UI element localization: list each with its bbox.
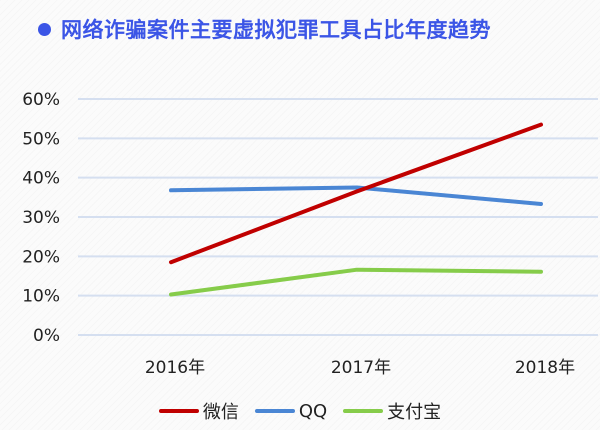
legend-label: 支付宝 xyxy=(387,402,442,423)
legend-item-alipay: 支付宝 xyxy=(343,398,441,424)
x-tick-label: 2018年 xyxy=(515,358,575,378)
series-lines xyxy=(169,122,543,297)
y-tick-label: 10% xyxy=(22,287,60,307)
gridlines xyxy=(78,98,598,336)
y-tick-label: 0% xyxy=(33,326,60,346)
y-tick-label: 20% xyxy=(22,247,60,267)
chart-title-row: 网络诈骗案件主要虚拟犯罪工具占比年度趋势 xyxy=(38,14,491,44)
legend-label: 微信 xyxy=(202,402,239,423)
y-tick-label: 50% xyxy=(22,129,60,149)
legend-swatch-icon xyxy=(254,409,295,413)
legend-swatch-icon xyxy=(158,409,199,413)
series-line-qq xyxy=(169,185,543,206)
legend-label: QQ xyxy=(298,400,328,422)
y-tick-label: 60% xyxy=(22,90,60,110)
legend-item-qq: QQ xyxy=(254,400,328,422)
series-line-wechat xyxy=(169,122,543,265)
y-tick-label: 30% xyxy=(22,208,60,228)
y-tick-label: 40% xyxy=(22,169,60,189)
x-tick-label: 2016年 xyxy=(145,358,205,378)
x-tick-label: 2017年 xyxy=(331,358,391,378)
chart-title: 网络诈骗案件主要虚拟犯罪工具占比年度趋势 xyxy=(61,18,491,42)
legend-swatch-icon xyxy=(343,409,384,413)
x-axis-ticks: 2016年 2017年 2018年 xyxy=(145,358,575,378)
bullet-dot-icon xyxy=(38,22,51,36)
series-line-alipay xyxy=(169,267,543,297)
legend-item-wechat: 微信 xyxy=(158,398,239,424)
y-axis-ticks: 0% 10% 20% 30% 40% 50% 60% xyxy=(22,90,60,346)
legend: 微信 QQ 支付宝 xyxy=(0,398,600,424)
